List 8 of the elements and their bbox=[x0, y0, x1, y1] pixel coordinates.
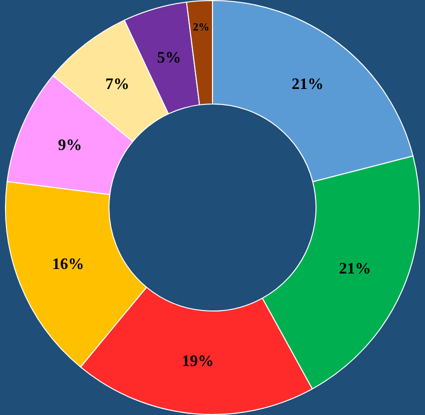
data-label: 2% bbox=[192, 21, 210, 34]
data-label: 5% bbox=[157, 50, 182, 67]
data-label: 16% bbox=[52, 256, 84, 273]
data-label: 19% bbox=[182, 353, 214, 370]
data-label: 21% bbox=[292, 76, 324, 93]
data-label: 9% bbox=[58, 136, 82, 154]
data-label: 21% bbox=[338, 260, 371, 278]
data-label: 7% bbox=[105, 76, 130, 93]
